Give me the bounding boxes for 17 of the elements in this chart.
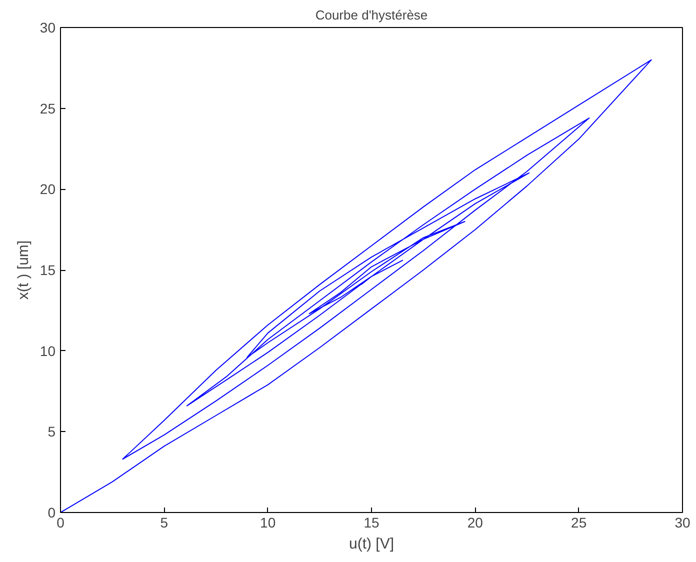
x-tick-label: 10 (260, 514, 276, 530)
x-axis-title: u(t) [V] (348, 536, 394, 552)
line-series (60, 59, 652, 512)
y-tick-label: 30 (40, 20, 56, 36)
y-tick-label: 0 (48, 504, 56, 520)
y-tick-label: 10 (40, 342, 56, 359)
y-tick-label: 25 (40, 100, 56, 116)
x-tick-label: 30 (674, 514, 690, 530)
x-tick-label: 20 (467, 514, 484, 530)
chart-title: Courbe d'hystérèse (315, 8, 428, 22)
x-tick-label: 5 (160, 514, 168, 530)
y-tick-label: 20 (40, 181, 56, 198)
y-tick-label: 15 (40, 262, 56, 278)
x-tick-label: 15 (364, 514, 380, 530)
x-tick-label: 25 (571, 514, 587, 530)
y-axis-title: x(t ) [um] (14, 240, 32, 300)
y-tick-label: 5 (48, 424, 56, 440)
